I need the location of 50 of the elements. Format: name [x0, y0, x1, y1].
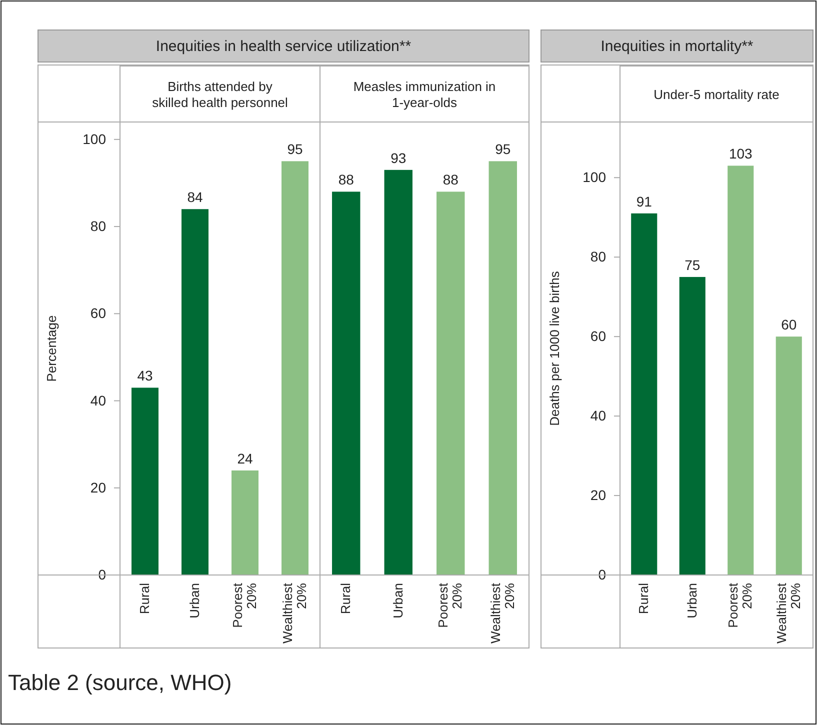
- y-axis-title: Percentage: [44, 315, 59, 382]
- data-label: 95: [495, 141, 511, 158]
- bar: [679, 276, 706, 575]
- data-label: 84: [187, 189, 203, 206]
- x-tick-label: Wealthiest 20%: [774, 582, 803, 644]
- bar: [182, 209, 208, 575]
- data-label: 88: [338, 172, 354, 188]
- chart-subtitle: Measles immunization in 1-year-olds: [353, 79, 496, 110]
- data-label: 60: [781, 316, 797, 333]
- x-tick-label: Poorest 20%: [436, 582, 465, 628]
- x-tick-label: Wealthiest 20%: [280, 582, 309, 644]
- x-tick-label: Wealthiest 20%: [488, 582, 517, 644]
- data-label: 95: [287, 141, 303, 158]
- y-tick-label: 60: [90, 305, 106, 322]
- y-tick-label: 80: [590, 248, 606, 265]
- bar: [132, 388, 158, 575]
- x-tick-label: Rural: [636, 582, 652, 614]
- y-tick-label: 20: [590, 487, 606, 504]
- bar: [728, 166, 754, 575]
- x-tick-label: Rural: [338, 582, 354, 614]
- bar: [776, 336, 802, 575]
- x-tick-label: Urban: [390, 583, 406, 618]
- chart-title: Inequities in mortality**: [600, 38, 754, 55]
- y-tick-label: 80: [90, 218, 106, 234]
- chart-subtitle: Under-5 mortality rate: [654, 87, 780, 102]
- y-axis-title: Deaths per 1000 live births: [547, 270, 562, 426]
- y-tick-label: 60: [590, 328, 606, 344]
- y-tick-label: 40: [590, 408, 606, 424]
- y-tick-label: 100: [582, 169, 606, 186]
- bar: [282, 161, 308, 575]
- data-label: 93: [390, 150, 406, 166]
- y-tick-label: 40: [90, 392, 106, 408]
- data-label: 24: [237, 450, 253, 466]
- x-tick-label: Poorest 20%: [230, 582, 259, 628]
- data-label: 91: [636, 193, 652, 210]
- bar: [631, 213, 658, 575]
- chart-subtitle: Births attended by skilled health personnel: [152, 79, 288, 110]
- chart-title: Inequities in health service utilization**: [156, 38, 412, 55]
- data-label: 103: [728, 146, 753, 162]
- caption: Table 2 (source, WHO): [8, 670, 232, 695]
- data-label: 88: [442, 172, 459, 188]
- x-tick-label: Rural: [137, 582, 152, 614]
- y-tick-label: 100: [82, 130, 106, 147]
- x-tick-label: Urban: [187, 583, 202, 618]
- bar: [232, 470, 258, 575]
- data-label: 75: [684, 256, 700, 273]
- data-label: 43: [137, 368, 153, 384]
- y-tick-label: 20: [90, 479, 106, 496]
- x-tick-label: Poorest 20%: [726, 582, 755, 628]
- x-tick-label: Urban: [684, 583, 700, 618]
